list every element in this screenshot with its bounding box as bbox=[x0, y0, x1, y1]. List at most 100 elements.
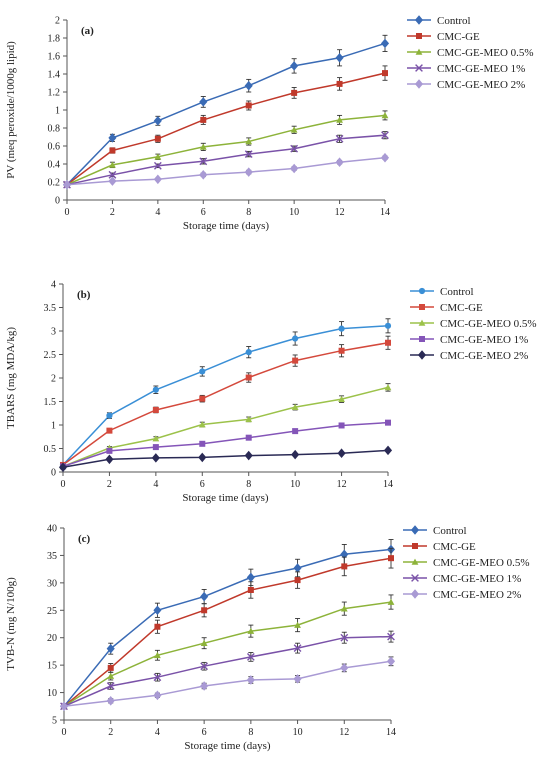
data-point bbox=[105, 454, 114, 465]
legend-label: CMC-GE bbox=[433, 541, 476, 553]
legend-marker bbox=[417, 350, 427, 360]
y-tick-label: 5 bbox=[52, 716, 57, 727]
data-point bbox=[244, 450, 253, 461]
data-point bbox=[106, 696, 115, 706]
y-tick-label: 0.4 bbox=[48, 160, 61, 171]
data-point bbox=[200, 639, 208, 646]
y-tick-label: 30 bbox=[47, 578, 57, 589]
series-line bbox=[63, 660, 392, 708]
series-5 bbox=[62, 152, 390, 190]
data-point bbox=[153, 161, 162, 170]
y-tick-label: 20 bbox=[47, 633, 57, 644]
data-point bbox=[107, 672, 115, 679]
legend-marker bbox=[410, 589, 420, 599]
data-point bbox=[244, 150, 253, 158]
data-point bbox=[338, 325, 345, 332]
data-point bbox=[154, 623, 161, 630]
x-tick-label: 4 bbox=[153, 479, 158, 490]
data-point bbox=[109, 161, 116, 168]
data-point bbox=[388, 555, 394, 562]
data-point bbox=[338, 395, 345, 402]
x-tick-label: 0 bbox=[65, 207, 70, 218]
data-point bbox=[290, 61, 299, 71]
data-point bbox=[338, 347, 345, 354]
legend-label: CMC-GE-MEO 1% bbox=[433, 573, 521, 585]
y-tick-label: 40 bbox=[47, 524, 57, 535]
data-point bbox=[294, 621, 301, 628]
y-tick-label: 15 bbox=[47, 661, 57, 672]
data-point bbox=[290, 144, 299, 153]
legend-marker bbox=[414, 79, 424, 89]
data-point bbox=[382, 70, 388, 77]
x-tick-label: 6 bbox=[200, 479, 205, 490]
legend-marker bbox=[418, 287, 426, 295]
data-point bbox=[198, 421, 206, 428]
y-tick-label: 2 bbox=[51, 374, 56, 385]
data-point bbox=[245, 434, 252, 441]
data-point bbox=[380, 38, 390, 49]
data-point bbox=[381, 131, 389, 140]
data-point bbox=[245, 102, 252, 109]
legend-marker bbox=[415, 64, 423, 72]
x-tick-label: 2 bbox=[108, 727, 113, 738]
legend-label: CMC-GE-MEO 0.5% bbox=[433, 557, 530, 569]
legend-label: Control bbox=[440, 286, 474, 298]
y-tick-label: 0.6 bbox=[48, 142, 61, 153]
data-point bbox=[291, 89, 298, 96]
legend-marker bbox=[415, 48, 423, 55]
y-axis-label: TBARS (mg MDA/kg) bbox=[5, 327, 17, 429]
series-2 bbox=[64, 65, 388, 188]
data-point bbox=[335, 53, 344, 63]
data-point bbox=[383, 445, 393, 456]
y-tick-label: 25 bbox=[47, 606, 57, 617]
series-3 bbox=[63, 110, 389, 188]
legend-marker bbox=[411, 574, 419, 582]
x-tick-label: 6 bbox=[201, 207, 206, 218]
series-line bbox=[63, 635, 392, 707]
y-tick-label: 1.6 bbox=[48, 52, 61, 63]
y-axis-label: PV (meq peroxide/1000g lipid) bbox=[5, 41, 17, 179]
data-point bbox=[201, 607, 208, 614]
data-point bbox=[385, 339, 391, 346]
legend-entry: Control bbox=[403, 525, 467, 537]
y-tick-label: 2 bbox=[55, 16, 60, 27]
data-point bbox=[152, 406, 159, 413]
data-point bbox=[200, 681, 209, 691]
x-tick-label: 12 bbox=[335, 207, 345, 218]
data-point bbox=[335, 134, 344, 143]
data-point bbox=[106, 682, 115, 690]
series-line bbox=[63, 601, 392, 707]
data-point bbox=[152, 444, 159, 451]
data-point bbox=[245, 415, 253, 423]
data-point bbox=[294, 577, 301, 584]
series-line bbox=[62, 342, 389, 466]
y-tick-label: 3.5 bbox=[44, 303, 57, 314]
x-tick-label: 4 bbox=[155, 207, 160, 218]
legend: Control CMC-GE CMC-GE-MEO 0.5% CMC-GE-MEO 1… bbox=[410, 286, 537, 362]
data-point bbox=[381, 112, 389, 119]
legend-entry: CMC-GE-MEO 1% bbox=[407, 63, 525, 75]
legend-entry: CMC-GE-MEO 2% bbox=[410, 350, 528, 362]
data-point bbox=[245, 349, 252, 356]
y-tick-label: 1.4 bbox=[48, 70, 61, 81]
x-tick-label: 2 bbox=[107, 479, 112, 490]
data-point bbox=[290, 126, 298, 133]
series-4 bbox=[60, 419, 391, 470]
chart-panel-1: 0 0.2 0.4 0.6 0.8 1 1.2 1.4 1.6 1.8 2 0 2 4 6 8 10 12 14 St… bbox=[5, 15, 534, 232]
x-tick-label: 0 bbox=[62, 727, 67, 738]
series-line bbox=[66, 42, 386, 186]
data-point bbox=[246, 675, 255, 685]
data-point bbox=[293, 674, 302, 684]
legend-label: CMC-GE-MEO 0.5% bbox=[437, 47, 534, 59]
data-point bbox=[59, 701, 69, 712]
data-point bbox=[292, 428, 299, 435]
data-point bbox=[336, 80, 343, 87]
legend-entry: CMC-GE-MEO 0.5% bbox=[403, 557, 530, 569]
y-tick-label: 0 bbox=[55, 196, 60, 207]
data-point bbox=[199, 97, 208, 107]
y-tick-label: 4 bbox=[51, 280, 56, 291]
series-line bbox=[62, 386, 389, 468]
legend-label: CMC-GE-MEO 2% bbox=[440, 350, 528, 362]
data-point bbox=[199, 157, 208, 166]
legend-label: Control bbox=[437, 15, 471, 27]
